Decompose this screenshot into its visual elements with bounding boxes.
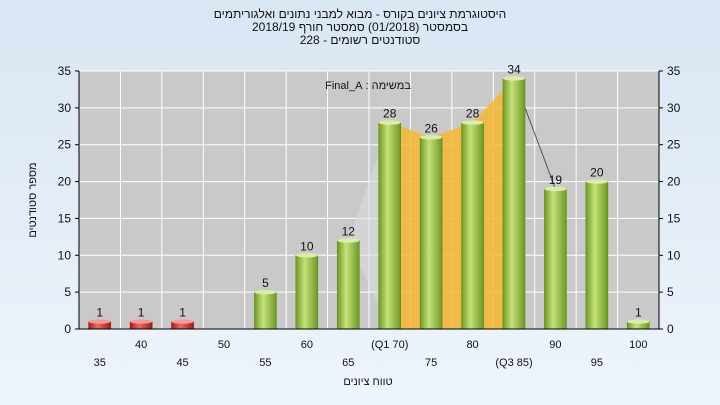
x-tick-label: (Q1 70) [371, 339, 408, 351]
y-tick-label-right: 20 [667, 175, 681, 189]
bar [461, 120, 484, 330]
x-tick-label: 90 [549, 339, 561, 351]
x-tick-label: 55 [259, 357, 271, 369]
x-tick-label: 65 [342, 357, 354, 369]
data-label: 28 [466, 107, 480, 121]
x-tick-label: 100 [629, 339, 647, 351]
bars [88, 76, 650, 330]
bar [295, 253, 319, 330]
bar-body [254, 291, 277, 330]
y-axis-label: מספר סטודנטים [27, 162, 39, 237]
y-tick-label-left: 25 [58, 138, 72, 152]
chart-title-line-2: בסמסטר (01/2018) סמסטר חורף 2018/19 [251, 20, 469, 34]
y-tick-label-right: 25 [667, 138, 681, 152]
chart-title-line-3: סטודנטים רשומים - 228 [299, 33, 421, 47]
bar-cap [420, 135, 443, 140]
y-tick-label-left: 30 [58, 101, 72, 115]
x-tick-label: 35 [94, 357, 106, 369]
bar [254, 289, 277, 330]
x-tick-label: 75 [425, 357, 437, 369]
x-tick-label: 40 [135, 339, 147, 351]
bar [336, 238, 360, 330]
assignment-annotation: במשימה : Final_A [325, 80, 411, 92]
data-label: 19 [549, 173, 563, 187]
bar-body [461, 122, 484, 330]
bar-cap [254, 289, 277, 295]
data-label: 1 [138, 306, 145, 320]
x-tick-label: 45 [176, 357, 188, 369]
y-tick-label-left: 5 [64, 285, 71, 299]
bar [544, 186, 567, 330]
y-tick-label-right: 30 [667, 101, 681, 115]
y-tick-label-left: 35 [58, 64, 72, 78]
data-label: 28 [383, 107, 397, 121]
bar-body [544, 188, 567, 330]
x-tick-label: 80 [466, 339, 478, 351]
bar-cap [295, 253, 318, 258]
data-labels: 1 1 1 5 10 12 28 26 28 34 19 20 1 [96, 62, 642, 319]
data-label: 1 [179, 306, 186, 320]
x-tick-label: 60 [301, 339, 313, 351]
y-tick-label-left: 15 [58, 211, 72, 225]
y-tick-label-left: 0 [64, 322, 71, 336]
bar [129, 319, 153, 330]
bar-cap [627, 319, 650, 324]
bar [88, 319, 112, 330]
bar-cap [171, 319, 194, 324]
bar-cap [544, 186, 567, 192]
bar-cap [461, 120, 484, 125]
bar-cap [585, 179, 608, 184]
bar-body [295, 254, 319, 330]
y-tick-label-right: 5 [667, 285, 674, 299]
bar [378, 120, 402, 330]
x-axis-label: טווח ציונים [343, 376, 392, 388]
x-tick-label: (Q3 85) [495, 357, 532, 369]
bar [626, 319, 650, 330]
y-tick-label-right: 10 [667, 248, 681, 262]
data-label: 1 [635, 306, 642, 320]
bar-cap [503, 76, 525, 81]
y-tick-label-left: 20 [58, 175, 72, 189]
chart-title-line-1: היסטוגרמת ציונים בקורס - מבוא למבני נתונ… [213, 7, 507, 21]
bar [419, 135, 443, 330]
bar-body [378, 122, 402, 330]
bar-cap [337, 238, 360, 243]
bar-body [419, 137, 443, 330]
bar-body [585, 181, 609, 330]
bar-cap [88, 319, 111, 324]
data-label: 1 [96, 306, 103, 320]
y-tick-label-right: 0 [667, 322, 674, 336]
x-tick-label: 50 [218, 339, 230, 351]
data-label: 34 [507, 62, 521, 76]
data-label: 12 [342, 225, 356, 239]
bar [171, 319, 194, 330]
bar-cap [378, 120, 401, 125]
bar-body [502, 78, 526, 330]
bar [502, 76, 526, 330]
x-tick-label: 95 [591, 357, 603, 369]
bar [585, 179, 609, 330]
data-label: 20 [590, 166, 604, 180]
bar-body [336, 240, 360, 330]
data-label: 5 [262, 276, 269, 290]
chart-title: היסטוגרמת ציונים בקורס - מבוא למבני נתונ… [0, 8, 720, 47]
y-tick-label-right: 15 [667, 211, 681, 225]
data-label: 10 [300, 239, 314, 253]
data-label: 26 [424, 121, 438, 135]
y-tick-label-right: 35 [667, 64, 681, 78]
bar-cap [130, 319, 153, 324]
y-tick-label-left: 10 [58, 248, 72, 262]
